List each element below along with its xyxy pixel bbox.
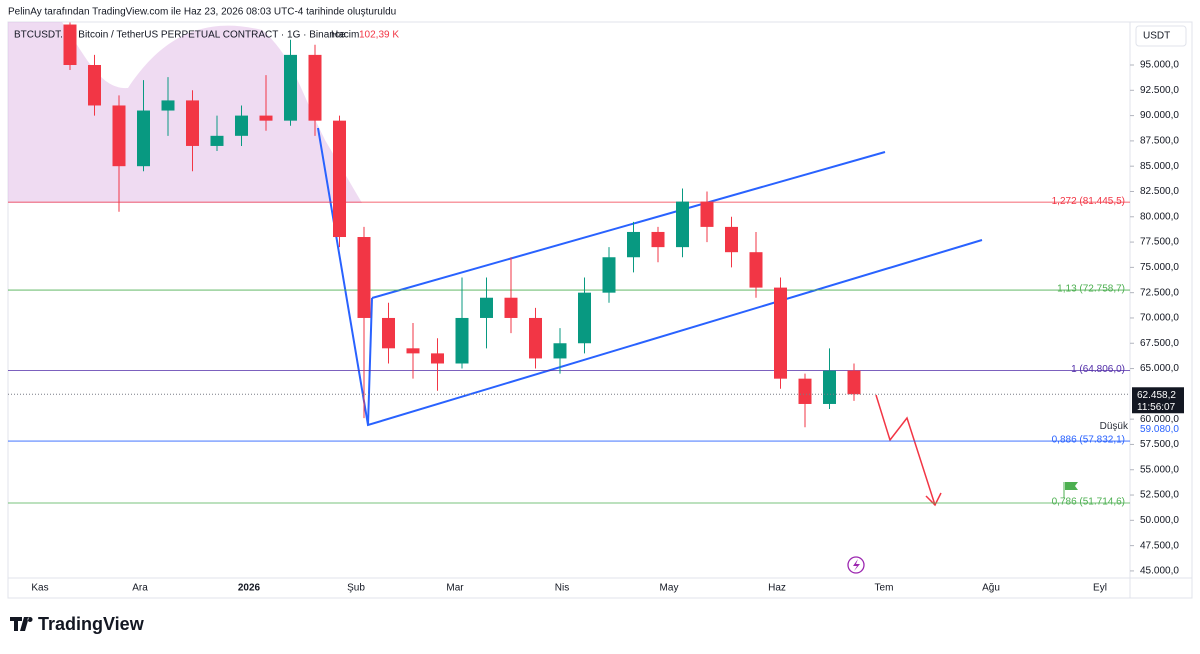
y-tick-label: 70.000,0 — [1140, 313, 1179, 324]
y-tick-label: 57.500,0 — [1140, 439, 1179, 450]
y-tick-label: 72.500,0 — [1140, 287, 1179, 298]
x-tick-label: Haz — [768, 583, 786, 594]
candle-body — [553, 343, 567, 359]
y-tick-label: 45.000,0 — [1140, 566, 1179, 577]
candle-body — [676, 201, 689, 248]
x-tick-label: May — [660, 583, 679, 594]
candle-body — [602, 257, 616, 293]
candle-body — [186, 100, 199, 146]
candle-body — [504, 297, 518, 318]
candle-body — [627, 231, 640, 258]
y-tick-label: 80.000,0 — [1140, 211, 1179, 222]
candle-body — [774, 287, 787, 379]
symbol-title: BTCUSDT.P · Bitcoin / TetherUS PERPETUAL… — [14, 30, 346, 41]
low-marker-value: 59.080,0 — [1140, 424, 1179, 435]
flag — [1065, 482, 1078, 490]
forecast-arrow — [875, 394, 936, 506]
candle-body — [700, 201, 714, 227]
y-tick-label: 50.000,0 — [1140, 515, 1179, 526]
countdown: 11:56:07 — [1137, 402, 1176, 413]
x-tick-label: 2026 — [238, 583, 261, 594]
candle-body — [308, 54, 322, 121]
candle-body — [578, 292, 591, 344]
x-tick-label: Kas — [31, 583, 48, 594]
candle-body — [480, 297, 493, 318]
candle-body — [284, 54, 297, 121]
candle-body — [725, 226, 738, 253]
channel-line — [371, 151, 886, 299]
y-tick-label: 65.000,0 — [1140, 363, 1179, 374]
candle-body — [137, 110, 150, 167]
y-tick-label: 87.500,0 — [1140, 136, 1179, 147]
x-tick-label: Ara — [132, 583, 148, 594]
candle-body — [455, 317, 469, 364]
x-tick-label: Mar — [446, 583, 464, 594]
currency-box — [1135, 25, 1187, 47]
drawings — [8, 22, 1130, 574]
candle-body — [63, 24, 77, 66]
y-tick-label: 77.500,0 — [1140, 237, 1179, 248]
x-tick-label: Nis — [555, 583, 569, 594]
level-label: 1,272 (81.445,5) — [1052, 196, 1125, 207]
header: PelinAy tarafından TradingView.com ile H… — [8, 7, 396, 18]
candle-body — [333, 120, 346, 238]
candle-body — [382, 317, 395, 349]
level-label: 1 (64.806,0) — [1071, 364, 1125, 375]
last-price: 62.458,2 — [1137, 390, 1176, 401]
candle-body — [406, 348, 420, 354]
candle-body — [651, 231, 665, 248]
candle-body — [88, 65, 101, 106]
arrow-head — [925, 492, 942, 507]
y-tick-label: 92.500,0 — [1140, 85, 1179, 96]
candle-body — [259, 115, 273, 121]
low-marker-name: Düşük — [1100, 421, 1129, 432]
x-tick-label: Tem — [875, 583, 894, 594]
level-label: 1,13 (72.758,7) — [1057, 284, 1125, 295]
y-tick-label: 52.500,0 — [1140, 490, 1179, 501]
last-price-box — [1132, 387, 1184, 414]
volume-value: 102,39 K — [359, 30, 399, 41]
y-tick-label: 60.000,0 — [1140, 414, 1179, 425]
y-tick-label: 55.000,0 — [1140, 464, 1179, 475]
candle-body — [431, 353, 444, 364]
candle-body — [161, 100, 175, 111]
level-label: 0,886 (57.832,1) — [1052, 435, 1125, 446]
candle-body — [529, 317, 542, 359]
x-tick-label: Şub — [347, 583, 365, 594]
logo: TradingView — [38, 614, 145, 634]
y-tick-label: 75.000,0 — [1140, 262, 1179, 273]
candle-body — [210, 135, 224, 146]
candle-body — [112, 105, 126, 167]
candle-body — [357, 237, 371, 318]
candle-body — [823, 370, 836, 404]
y-tick-label: 90.000,0 — [1140, 110, 1179, 121]
event-icon — [847, 556, 865, 574]
y-tick-label: 85.000,0 — [1140, 161, 1179, 172]
candle-body — [798, 378, 812, 404]
candle-body — [235, 115, 248, 136]
x-tick-label: Ağu — [982, 583, 1000, 594]
pattern-area — [8, 22, 362, 203]
currency: USDT — [1143, 31, 1170, 42]
logo-mark — [10, 617, 33, 631]
volume-label: Hacim — [331, 30, 359, 41]
y-tick-label: 95.000,0 — [1140, 60, 1179, 71]
y-tick-label: 47.500,0 — [1140, 540, 1179, 551]
channel-line — [367, 297, 373, 426]
event-bolt — [853, 559, 860, 571]
x-tick-label: Eyl — [1093, 583, 1107, 594]
y-tick-label: 82.500,0 — [1140, 186, 1179, 197]
candle-body — [749, 252, 763, 288]
candle-body — [847, 370, 861, 395]
level-label: 0,786 (51.714,6) — [1052, 497, 1125, 508]
y-tick-label: 67.500,0 — [1140, 338, 1179, 349]
